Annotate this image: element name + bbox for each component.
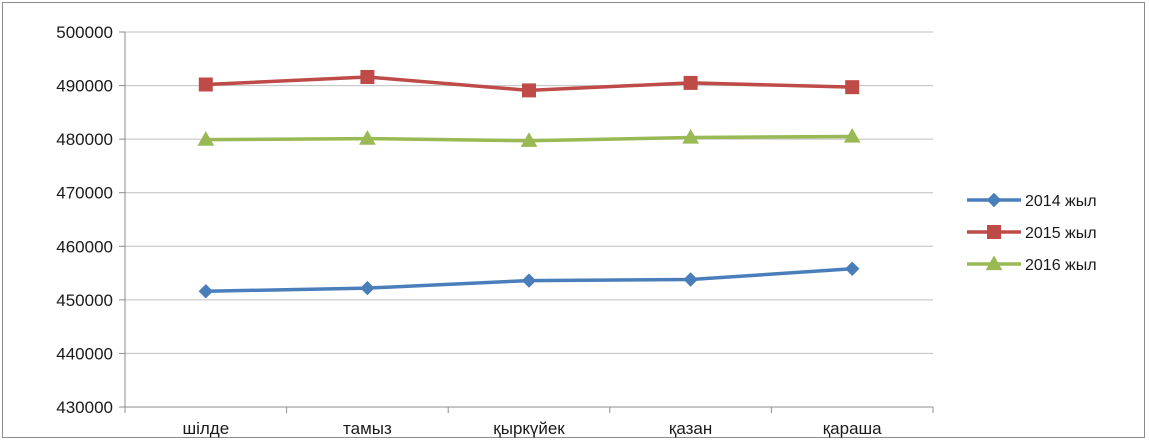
series-group [197,70,861,299]
data-point [197,131,215,146]
data-point [845,80,860,95]
y-tick-label: 460000 [56,237,113,256]
legend: 2014 жыл 2015 жыл 2016 жыл [967,192,1097,274]
x-tick-label: шілде [182,419,229,438]
y-tick-label: 490000 [56,77,113,96]
y-tick-label: 450000 [56,291,113,310]
y-tick-label: 480000 [56,130,113,149]
data-point [683,75,698,90]
x-tick-label: қараша [823,419,882,438]
y-tick-label: 470000 [56,184,113,203]
legend-item: 2016 жыл [967,255,1097,274]
data-point [521,273,537,288]
y-tick-label: 500000 [56,23,113,42]
data-point [198,77,213,92]
data-point [360,280,375,296]
data-point [683,272,698,287]
y-tick-label: 440000 [56,344,113,363]
x-tick-label: қазан [669,419,712,438]
legend-label: 2015 жыл [1025,225,1097,242]
series-3 [197,127,861,147]
y-tick-label: 430000 [56,398,113,417]
legend-item: 2015 жыл [967,225,1097,242]
series-2 [198,70,860,98]
data-point [843,127,861,143]
x-tick-label: қыркүйек [493,419,565,438]
data-point [522,83,536,98]
data-point [198,284,214,299]
data-point [359,130,376,145]
y-axis-ticks: 430000 440000 450000 460000 470000 480000 4900… [56,23,113,417]
x-tick-label: тамыз [343,419,392,438]
legend-item: 2014 жыл [967,192,1097,210]
axes [119,31,934,413]
data-point [682,129,699,144]
x-axis-ticks: шілде тамыз қыркүйек қазан қараша [182,419,882,438]
legend-marker [987,225,1001,239]
legend-label: 2014 жыл [1025,193,1097,210]
data-point [360,70,375,84]
legend-marker [985,255,1003,271]
data-point [520,132,538,147]
data-point [844,261,860,276]
gridlines [125,31,933,354]
legend-marker [986,192,1002,208]
legend-label: 2016 жыл [1025,257,1097,274]
series-1 [198,261,860,299]
